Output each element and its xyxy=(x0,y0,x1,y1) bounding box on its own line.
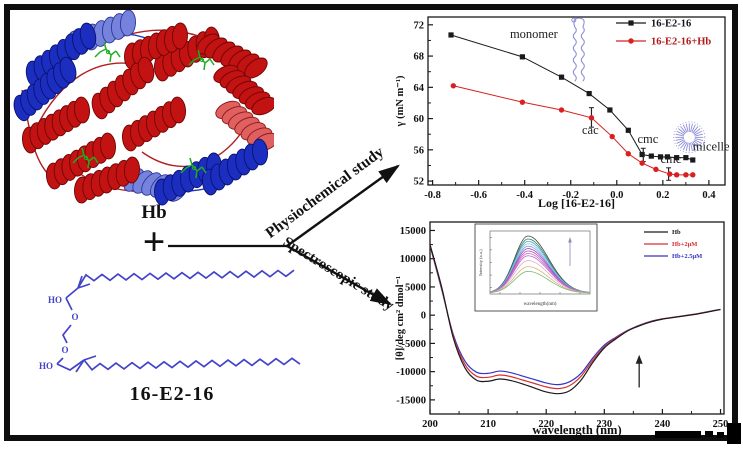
ether-oxygen-label-top: O xyxy=(71,312,78,322)
svg-text:72: 72 xyxy=(414,20,425,31)
svg-text:cmc: cmc xyxy=(637,132,658,146)
heme-icon xyxy=(180,157,207,179)
protein-label: Hb xyxy=(141,202,167,223)
axes: -0.8 -0.6 -0.4 -0.2 0.0 0.2 0.4 52 56 60 64 68 72 xyxy=(414,16,726,201)
axes: 200 210 220 230 240 250 -15000 -10000 -5000 0 5000… xyxy=(396,221,729,430)
monomer-glyph xyxy=(571,17,585,82)
micelle-glyph xyxy=(673,121,706,154)
inset-curve xyxy=(489,266,591,294)
watermark-artifact xyxy=(655,431,701,438)
svg-text:250: 250 xyxy=(713,419,729,430)
svg-text:Hb+2.5μM: Hb+2.5μM xyxy=(672,253,702,260)
n-methyl-bond xyxy=(75,355,97,373)
svg-text:micelle: micelle xyxy=(693,140,730,154)
axis-labels: Log [16-E2-16] γ (mN m⁻¹) xyxy=(395,75,615,210)
svg-text:wavelength(nm): wavelength(nm) xyxy=(524,302,557,307)
spectroscopic-arrow xyxy=(286,244,393,306)
head-bond xyxy=(65,297,73,311)
svg-text:0.4: 0.4 xyxy=(702,190,716,201)
heme-icon xyxy=(72,147,99,169)
svg-text:-0.4: -0.4 xyxy=(516,190,533,201)
svg-text:16-E2-16+Hb: 16-E2-16+Hb xyxy=(651,37,711,48)
svg-text:230: 230 xyxy=(596,419,612,430)
fluorescence-inset: wavelength(nm) Intensity (a.u.) xyxy=(474,223,598,312)
axis-labels: wavelength (nm) [θ]/deg cm² dmol⁻¹ xyxy=(395,276,622,437)
cd-spectra-chart: 200 210 220 230 240 250 -15000 -10000 -5000 0 5000… xyxy=(394,212,739,438)
plus-sign: + xyxy=(142,219,166,264)
inset-curve xyxy=(489,270,591,294)
surfactant-label: 16-E2-16 xyxy=(129,383,215,405)
alkyl-chain xyxy=(83,357,301,371)
svg-text:5000: 5000 xyxy=(405,282,426,293)
svg-text:56: 56 xyxy=(414,145,425,156)
svg-text:52: 52 xyxy=(414,177,425,188)
surface-tension-chart: -0.8 -0.6 -0.4 -0.2 0.0 0.2 0.4 52 56 60 64 68 72 Log… xyxy=(392,7,737,211)
svg-text:-0.6: -0.6 xyxy=(470,190,487,201)
svg-text:15000: 15000 xyxy=(400,226,426,237)
gemini-surfactant-structure: HO O O HO xyxy=(39,269,301,373)
svg-text:wavelength (nm): wavelength (nm) xyxy=(532,423,621,437)
hydroxyl-label-top: HO xyxy=(48,295,62,305)
svg-text:-0.8: -0.8 xyxy=(424,190,441,201)
svg-text:Intensity (a.u.): Intensity (a.u.) xyxy=(478,249,483,276)
trend-arrow xyxy=(635,354,643,388)
series-16-E2-16 xyxy=(448,32,696,163)
series-Hb xyxy=(429,244,721,395)
svg-text:monomer: monomer xyxy=(510,27,559,41)
svg-text:cac: cac xyxy=(582,123,599,137)
svg-text:68: 68 xyxy=(414,52,425,63)
heme-icon xyxy=(188,49,215,71)
protein-helices xyxy=(13,10,274,206)
n-methyl-bond xyxy=(77,275,91,289)
inset-arrow-up xyxy=(568,237,572,243)
svg-text:γ (mN m⁻¹): γ (mN m⁻¹) xyxy=(395,75,406,127)
svg-text:64: 64 xyxy=(414,83,425,94)
head-bond xyxy=(56,359,85,371)
svg-text:0.2: 0.2 xyxy=(656,190,669,201)
svg-text:Hb+2μM: Hb+2μM xyxy=(672,241,697,248)
heme-groups xyxy=(72,41,215,179)
hydroxyl-label-bottom: HO xyxy=(39,361,53,371)
svg-text:60: 60 xyxy=(414,114,425,125)
svg-text:[θ]/deg cm² dmol⁻¹: [θ]/deg cm² dmol⁻¹ xyxy=(395,276,406,360)
hemoglobin-structure-illustration xyxy=(13,10,274,206)
svg-text:0.0: 0.0 xyxy=(610,190,623,201)
svg-text:-0.2: -0.2 xyxy=(562,190,579,201)
spacer-bond xyxy=(56,357,64,365)
alkyl-chain xyxy=(77,269,295,289)
legend: 16-E2-16 16-E2-16+Hb xyxy=(616,19,711,48)
watermark-artifact xyxy=(727,423,741,444)
watermark-artifact xyxy=(705,431,713,437)
reaction-scheme-arrows xyxy=(168,164,400,306)
svg-text:-5000: -5000 xyxy=(402,339,427,350)
svg-text:Log [16-E2-16]: Log [16-E2-16] xyxy=(538,196,615,210)
error-bars xyxy=(588,107,672,181)
physiochemical-arrow xyxy=(286,164,400,247)
svg-text:10000: 10000 xyxy=(400,254,426,265)
svg-text:cmc: cmc xyxy=(660,152,681,166)
ether-oxygen-label-mid: O xyxy=(61,345,68,355)
spacer-bond xyxy=(61,324,72,344)
svg-text:16-E2-16: 16-E2-16 xyxy=(651,19,691,30)
svg-text:-10000: -10000 xyxy=(396,367,426,378)
svg-text:200: 200 xyxy=(422,419,438,430)
svg-text:-15000: -15000 xyxy=(396,395,426,406)
heme-icon xyxy=(94,41,121,63)
inset-curve xyxy=(489,255,591,294)
watermark-artifact xyxy=(717,432,724,438)
legend: Hb Hb+2μM Hb+2.5μM xyxy=(644,229,702,260)
head-bond xyxy=(65,287,79,299)
svg-text:0: 0 xyxy=(421,311,426,322)
inset-curve xyxy=(489,260,591,294)
svg-text:210: 210 xyxy=(480,419,496,430)
svg-text:240: 240 xyxy=(655,419,671,430)
svg-text:220: 220 xyxy=(538,419,554,430)
series-16-E2-16+Hb xyxy=(450,83,696,178)
svg-text:Hb: Hb xyxy=(672,229,681,236)
